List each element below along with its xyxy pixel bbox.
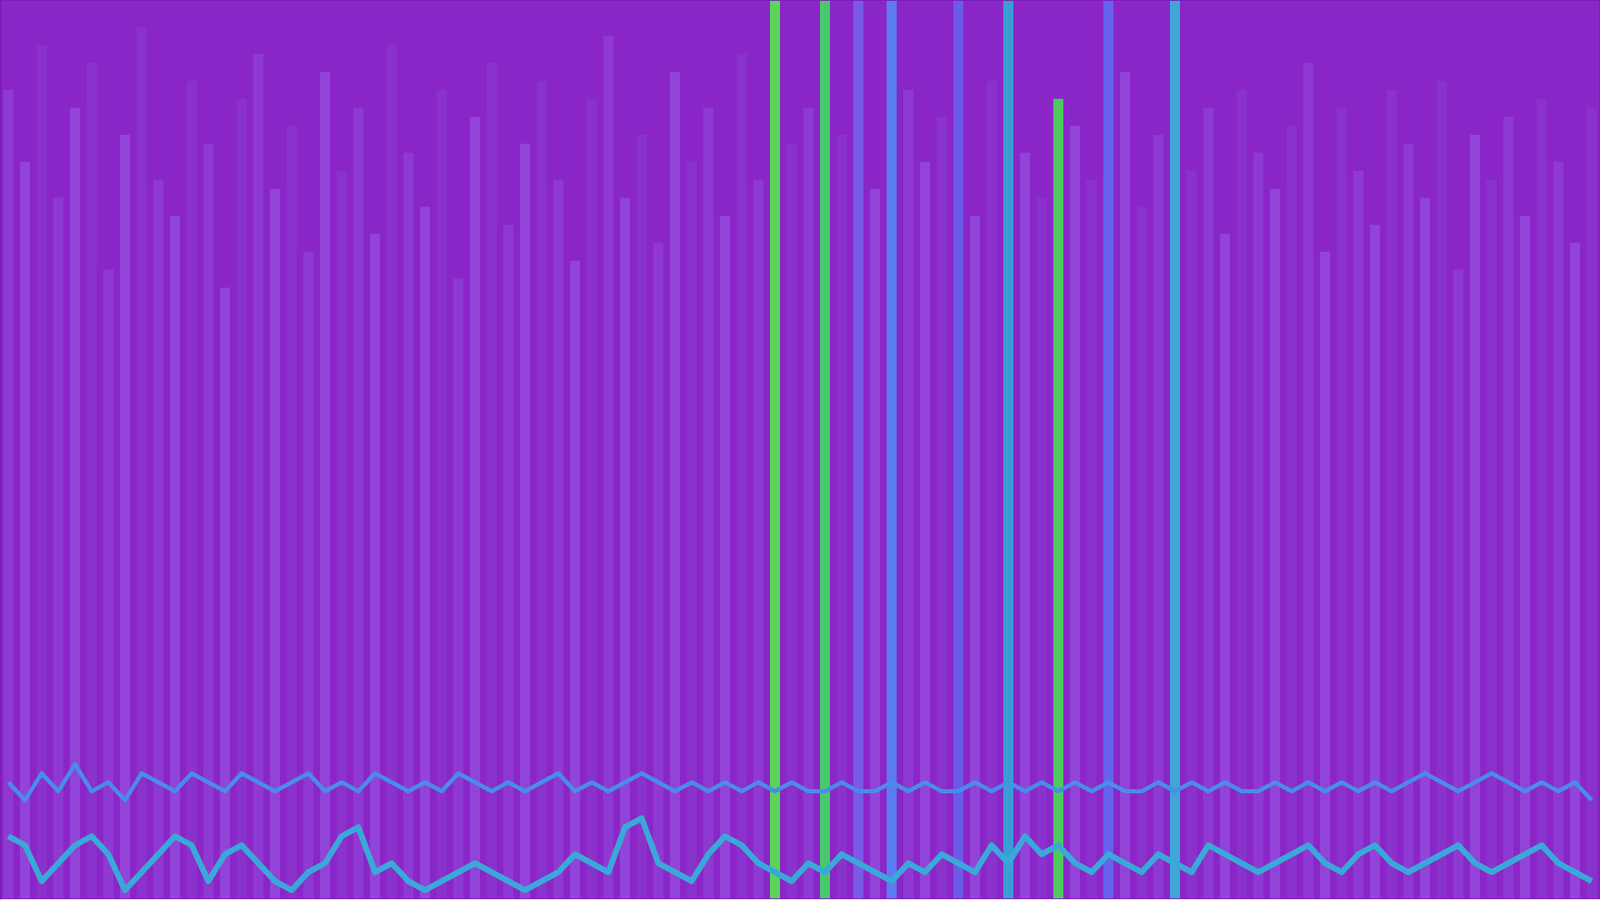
bar [353, 107, 364, 900]
bar [36, 45, 47, 900]
bar [1436, 80, 1447, 900]
bar [653, 242, 664, 900]
bar [1036, 197, 1047, 900]
background [0, 0, 1600, 900]
bar [903, 90, 914, 900]
bar [336, 170, 347, 900]
bar [253, 54, 264, 900]
bar [3, 90, 14, 900]
bar [520, 144, 530, 900]
bar [370, 234, 380, 900]
bar [670, 71, 680, 900]
bar [886, 0, 897, 900]
bar [820, 0, 830, 900]
bar [1386, 90, 1397, 900]
bar [1286, 125, 1297, 900]
bar [703, 107, 714, 900]
plot-area [3, 0, 1597, 900]
bar [920, 161, 930, 900]
bar [1270, 189, 1280, 900]
bar [1003, 0, 1014, 900]
bar [1103, 0, 1114, 900]
bar [53, 197, 64, 900]
bar [320, 71, 330, 900]
bar [20, 161, 30, 900]
bar [1053, 99, 1064, 900]
bar [1170, 0, 1180, 900]
bar [803, 107, 814, 900]
bar [1370, 225, 1380, 900]
bar [570, 260, 580, 900]
bars [3, 0, 1597, 900]
bar [1586, 107, 1597, 900]
bar [1570, 242, 1580, 900]
bar [720, 215, 730, 900]
bar [1236, 90, 1247, 900]
bar [1453, 270, 1464, 900]
bar [536, 80, 547, 900]
bar [486, 63, 497, 900]
bar [1320, 251, 1330, 900]
bar [136, 26, 147, 900]
bar [1520, 215, 1530, 900]
bar [1120, 71, 1130, 900]
bar [1220, 234, 1230, 900]
bar [453, 278, 464, 900]
line [8, 764, 1592, 800]
bar [103, 270, 114, 900]
bar [1136, 206, 1147, 900]
bar [1303, 63, 1314, 900]
bar [1486, 180, 1497, 900]
bar [636, 135, 647, 900]
line [8, 818, 1592, 890]
bar [753, 180, 764, 900]
bar [1536, 99, 1547, 900]
bar [970, 215, 980, 900]
bar [620, 197, 630, 900]
bar [603, 35, 614, 900]
bar [936, 116, 947, 900]
bar [170, 215, 180, 900]
plot-frame [0, 0, 1600, 900]
bar [153, 180, 164, 900]
bar [503, 225, 514, 900]
bar [553, 180, 564, 900]
bar [420, 206, 430, 900]
bar [770, 0, 780, 900]
bar [986, 80, 997, 900]
bar [586, 99, 597, 900]
bar [70, 107, 80, 900]
bar [853, 0, 864, 900]
x-axis [0, 899, 1600, 900]
bar [1420, 197, 1430, 900]
bar [120, 135, 130, 900]
chart [0, 0, 1600, 900]
bar [303, 251, 314, 900]
x-axis-line [0, 899, 1600, 900]
bar [220, 287, 230, 900]
bar [386, 45, 397, 900]
bar [736, 54, 747, 900]
bar [953, 0, 964, 900]
bar [436, 90, 447, 900]
bar [1186, 170, 1197, 900]
bar [86, 63, 97, 900]
bar [1203, 107, 1214, 900]
bar [686, 161, 697, 900]
